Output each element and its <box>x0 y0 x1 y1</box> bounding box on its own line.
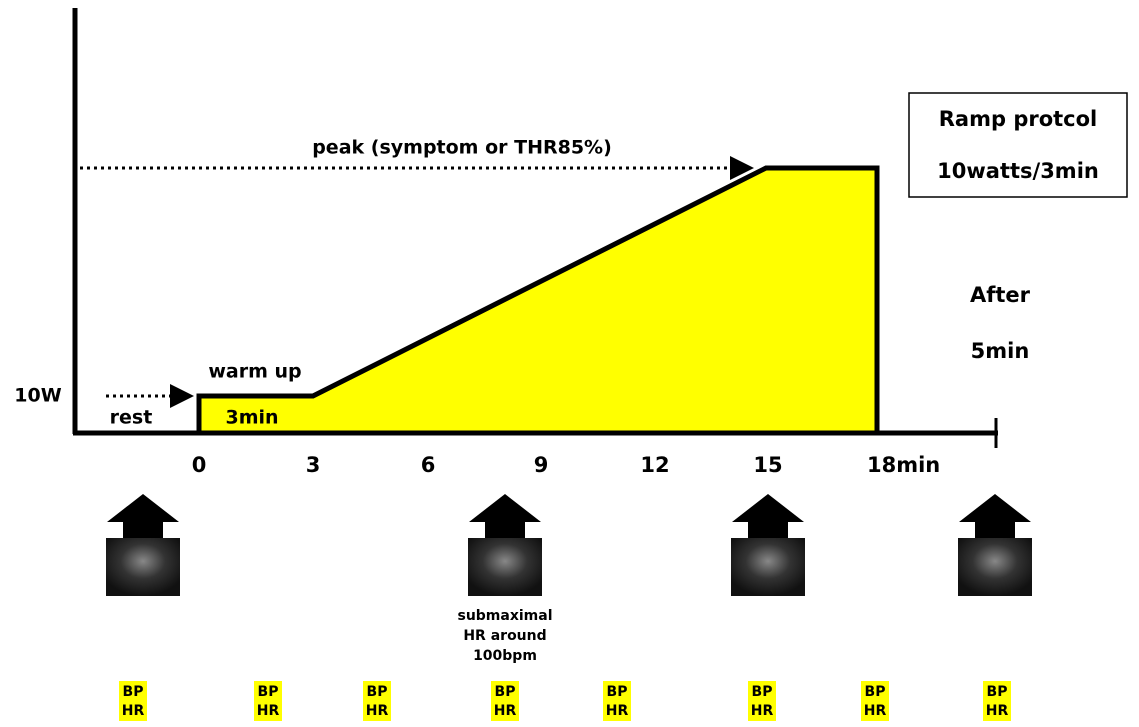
bp-label: BP <box>367 684 388 700</box>
peak-label: peak (symptom or THR85%) <box>312 137 612 159</box>
echo-image <box>468 538 542 596</box>
workload-profile <box>199 168 877 433</box>
submaximal-line: 100bpm <box>473 648 537 664</box>
after-duration: 5min <box>971 339 1030 363</box>
hr-label: HR <box>751 703 774 719</box>
hr-label: HR <box>257 703 280 719</box>
submaximal-line: HR around <box>463 628 546 644</box>
protocol-title: Ramp protcol <box>939 107 1098 131</box>
x-tick-label: 12 <box>640 453 669 477</box>
x-tick-label: 0 <box>192 453 207 477</box>
x-tick-label: 3 <box>306 453 321 477</box>
load-label: 10W <box>14 385 61 407</box>
bp-label: BP <box>607 684 628 700</box>
bp-label: BP <box>123 684 144 700</box>
x-tick-label: 18min <box>867 453 940 477</box>
bp-label: BP <box>495 684 516 700</box>
hr-label: HR <box>494 703 517 719</box>
hr-label: HR <box>366 703 389 719</box>
x-tick-label: 15 <box>753 453 782 477</box>
diagram: peak (symptom or THR85%) warm up 10W res… <box>0 0 1139 727</box>
protocol-rate: 10watts/3min <box>937 159 1099 183</box>
hr-label: HR <box>864 703 887 719</box>
up-arrow <box>959 494 1031 540</box>
warmup-label: warm up <box>208 361 301 383</box>
bp-label: BP <box>752 684 773 700</box>
x-tick-label: 9 <box>534 453 549 477</box>
rest-label: rest <box>110 407 153 429</box>
submaximal-line: submaximal <box>457 608 552 624</box>
bp-label: BP <box>258 684 279 700</box>
bp-label: BP <box>865 684 886 700</box>
up-arrow <box>732 494 804 540</box>
up-arrow <box>469 494 541 540</box>
echo-image <box>106 538 180 596</box>
x-tick-label: 6 <box>421 453 436 477</box>
warmup-duration: 3min <box>225 407 278 429</box>
bp-label: BP <box>987 684 1008 700</box>
up-arrow <box>107 494 179 540</box>
echo-image <box>958 538 1032 596</box>
hr-label: HR <box>122 703 145 719</box>
echo-image <box>731 538 805 596</box>
hr-label: HR <box>606 703 629 719</box>
after-label: After <box>970 283 1031 307</box>
hr-label: HR <box>986 703 1009 719</box>
